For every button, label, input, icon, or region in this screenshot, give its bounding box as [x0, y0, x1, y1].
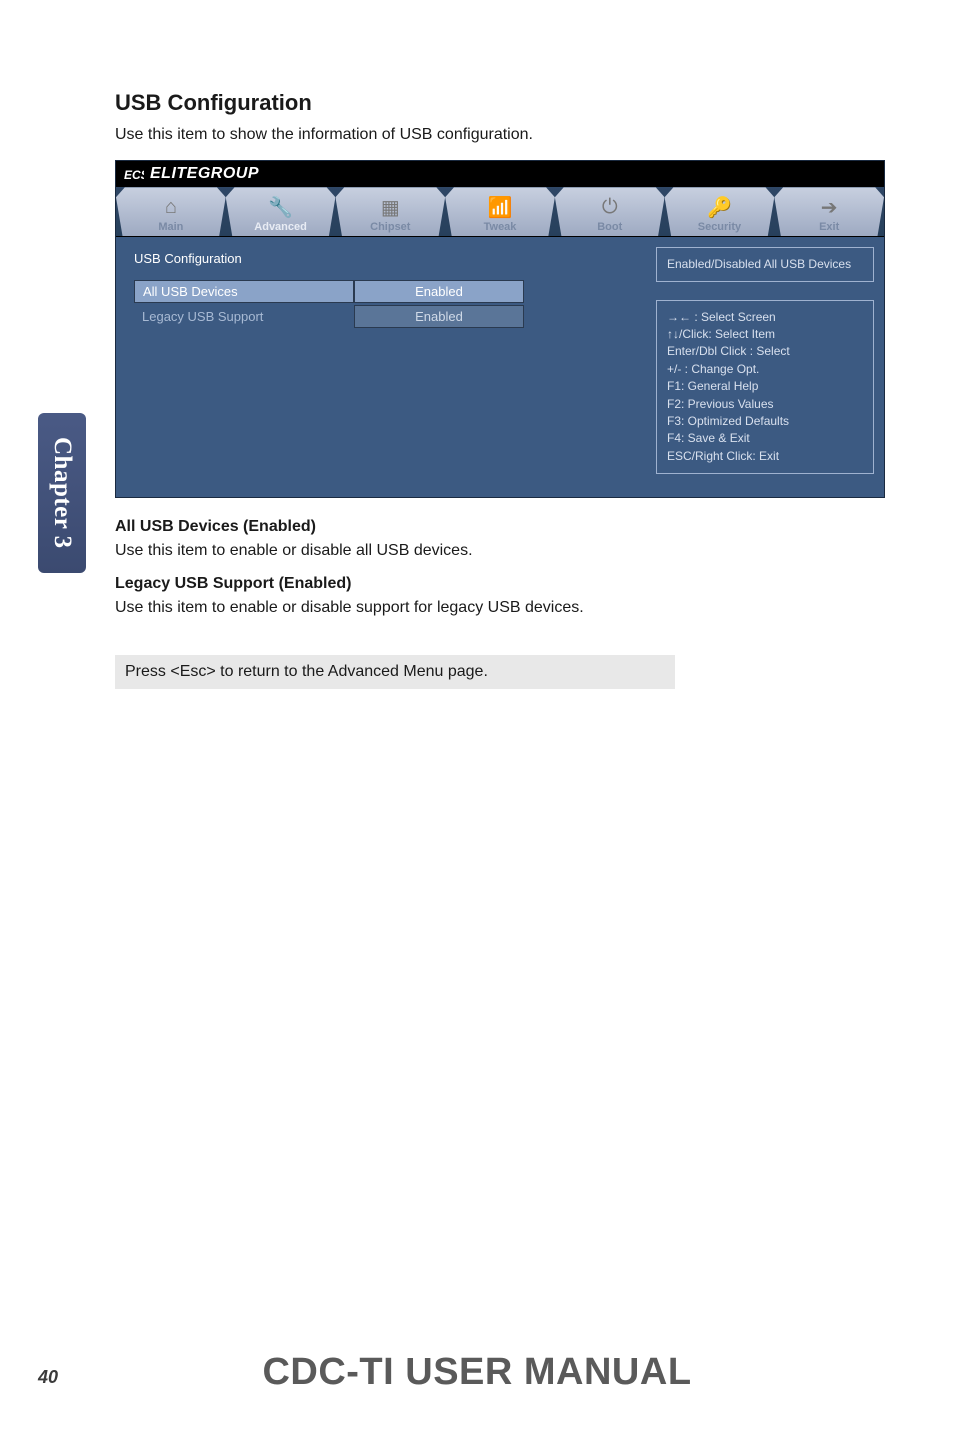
bios-tab-label: Main — [158, 221, 183, 233]
bios-key-hint: ↑↓/Click: Select Item — [667, 326, 863, 343]
bios-key-hint: F3: Optimized Defaults — [667, 413, 863, 430]
bios-setting-label: All USB Devices — [134, 280, 354, 303]
bios-tab-main[interactable]: ⌂Main — [116, 187, 226, 236]
bios-setting-label: Legacy USB Support — [134, 306, 354, 327]
bios-tab-label: Advanced — [254, 221, 307, 233]
bios-setting-row[interactable]: Legacy USB SupportEnabled — [134, 305, 628, 328]
bios-left-panel: USB Configuration All USB DevicesEnabled… — [116, 237, 646, 497]
bios-key-hint: F1: General Help — [667, 378, 863, 395]
bios-key-hint: F2: Previous Values — [667, 396, 863, 413]
bios-key-hint: F4: Save & Exit — [667, 430, 863, 447]
bios-setting-value: Enabled — [354, 305, 524, 328]
bios-tab-label: Exit — [819, 221, 839, 233]
bios-setting-value: Enabled — [354, 280, 524, 303]
subsection-heading: All USB Devices (Enabled) — [115, 518, 906, 536]
wrench-icon: 🔧 — [267, 195, 295, 219]
bios-brand: ELITEGROUP — [150, 165, 259, 183]
antenna-icon: 📶 — [486, 195, 514, 219]
page-footer: CDC-TI USER MANUAL — [0, 1351, 954, 1394]
page-content: USB Configuration Use this item to show … — [0, 0, 954, 689]
bios-tab-label: Security — [698, 221, 741, 233]
chapter-side-tab: Chapter 3 — [38, 413, 86, 573]
bios-help-box: Enabled/Disabled All USB Devices — [656, 247, 874, 281]
section-intro: Use this item to show the information of… — [115, 124, 906, 146]
bios-key-hint: Enter/Dbl Click : Select — [667, 343, 863, 360]
bios-tab-advanced[interactable]: 🔧 Advanced — [226, 187, 336, 236]
subsection-text: Use this item to enable or disable all U… — [115, 540, 906, 562]
esc-note: Press <Esc> to return to the Advanced Me… — [115, 655, 675, 689]
ecs-logo-icon: ECS — [124, 167, 144, 181]
chapter-label: Chapter 3 — [48, 437, 76, 549]
bios-right-panel: Enabled/Disabled All USB Devices →← : Se… — [646, 237, 884, 497]
bios-key-hint: +/- : Change Opt. — [667, 361, 863, 378]
bios-tab-exit[interactable]: ➔Exit — [774, 187, 884, 236]
bios-tab-label: Boot — [597, 221, 622, 233]
key-icon: 🔑 — [705, 195, 733, 219]
bios-tab-security[interactable]: 🔑 Security — [665, 187, 775, 236]
bios-body: USB Configuration All USB DevicesEnabled… — [116, 237, 884, 497]
bios-setting-row[interactable]: All USB DevicesEnabled — [134, 280, 628, 303]
bios-tab-boot[interactable]: ⏻Boot — [555, 187, 665, 236]
bios-screenshot: ECS ELITEGROUP ⌂Main 🔧 Advanced ▦Chipset 📶 Tw… — [115, 160, 885, 498]
svg-text:ECS: ECS — [124, 168, 144, 181]
page-number: 40 — [38, 1367, 58, 1388]
bios-key-hint: →← : Select Screen — [667, 309, 863, 326]
bios-tab-label: Chipset — [370, 221, 410, 233]
bios-keys-box: →← : Select Screen↑↓/Click: Select ItemE… — [656, 300, 874, 475]
footer-title: CDC-TI USER MANUAL — [0, 1351, 954, 1394]
subsection-heading: Legacy USB Support (Enabled) — [115, 575, 906, 593]
subsection-text: Use this item to enable or disable suppo… — [115, 597, 906, 619]
bios-tab-chipset[interactable]: ▦Chipset — [335, 187, 445, 236]
bios-logo-row: ECS ELITEGROUP — [116, 161, 884, 187]
bios-tab-label: Tweak — [484, 221, 517, 233]
section-title: USB Configuration — [115, 90, 906, 116]
bios-panel-title: USB Configuration — [134, 251, 628, 266]
bios-key-hint: ESC/Right Click: Exit — [667, 448, 863, 465]
bios-tabs: ⌂Main 🔧 Advanced ▦Chipset 📶 Tweak ⏻Boot 🔑 Securi… — [116, 187, 884, 237]
bios-tab-tweak[interactable]: 📶 Tweak — [445, 187, 555, 236]
